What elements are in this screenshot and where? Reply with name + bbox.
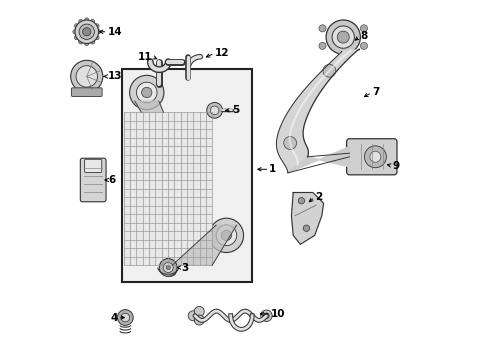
Circle shape bbox=[370, 151, 381, 162]
Circle shape bbox=[71, 60, 103, 93]
Circle shape bbox=[332, 26, 354, 48]
Text: 14: 14 bbox=[107, 27, 122, 37]
Circle shape bbox=[75, 20, 98, 44]
Text: 7: 7 bbox=[372, 87, 379, 98]
Polygon shape bbox=[172, 225, 237, 265]
Polygon shape bbox=[292, 193, 323, 244]
Text: 8: 8 bbox=[360, 31, 368, 41]
Circle shape bbox=[319, 25, 326, 32]
Text: 1: 1 bbox=[270, 164, 276, 174]
Text: 11: 11 bbox=[138, 52, 152, 62]
Circle shape bbox=[83, 28, 91, 36]
Circle shape bbox=[303, 225, 310, 231]
Circle shape bbox=[194, 306, 204, 316]
Polygon shape bbox=[288, 147, 349, 173]
Circle shape bbox=[360, 25, 368, 32]
Circle shape bbox=[264, 313, 270, 319]
Circle shape bbox=[79, 19, 83, 24]
Circle shape bbox=[326, 20, 360, 54]
Circle shape bbox=[298, 198, 305, 204]
Circle shape bbox=[74, 36, 79, 40]
Circle shape bbox=[91, 19, 95, 24]
Circle shape bbox=[166, 266, 176, 276]
Circle shape bbox=[74, 24, 79, 28]
Circle shape bbox=[118, 310, 133, 325]
Circle shape bbox=[210, 106, 219, 114]
Text: 12: 12 bbox=[215, 48, 229, 58]
Circle shape bbox=[365, 146, 386, 168]
Circle shape bbox=[97, 30, 100, 34]
Polygon shape bbox=[135, 101, 164, 112]
Circle shape bbox=[221, 230, 232, 240]
Circle shape bbox=[166, 265, 171, 270]
FancyBboxPatch shape bbox=[80, 158, 106, 202]
Circle shape bbox=[85, 41, 89, 46]
Circle shape bbox=[194, 315, 204, 325]
Circle shape bbox=[337, 31, 349, 43]
FancyBboxPatch shape bbox=[85, 159, 102, 172]
Text: 5: 5 bbox=[232, 105, 239, 115]
Text: 2: 2 bbox=[315, 192, 322, 202]
Circle shape bbox=[323, 64, 336, 77]
Circle shape bbox=[284, 136, 296, 149]
Circle shape bbox=[79, 40, 83, 44]
Circle shape bbox=[216, 225, 237, 246]
Text: 10: 10 bbox=[270, 309, 285, 319]
Text: 6: 6 bbox=[109, 175, 116, 185]
Circle shape bbox=[85, 18, 89, 22]
Text: 4: 4 bbox=[111, 312, 118, 323]
Text: 9: 9 bbox=[392, 161, 399, 171]
Text: 13: 13 bbox=[107, 71, 122, 81]
Bar bbox=[122, 69, 252, 282]
FancyBboxPatch shape bbox=[346, 139, 397, 175]
Circle shape bbox=[163, 262, 173, 273]
Circle shape bbox=[73, 30, 77, 34]
Circle shape bbox=[76, 66, 98, 87]
Circle shape bbox=[169, 269, 174, 274]
Circle shape bbox=[188, 311, 198, 321]
Polygon shape bbox=[276, 49, 360, 173]
Circle shape bbox=[207, 103, 222, 118]
Circle shape bbox=[130, 75, 164, 110]
Circle shape bbox=[91, 40, 95, 44]
Circle shape bbox=[209, 218, 244, 252]
Circle shape bbox=[95, 24, 99, 28]
Circle shape bbox=[319, 42, 326, 49]
Bar bbox=[123, 112, 212, 265]
Circle shape bbox=[142, 87, 152, 98]
FancyBboxPatch shape bbox=[72, 88, 102, 96]
Circle shape bbox=[261, 310, 272, 321]
Circle shape bbox=[79, 24, 95, 39]
Circle shape bbox=[137, 82, 157, 103]
Circle shape bbox=[95, 36, 99, 40]
Text: 3: 3 bbox=[181, 262, 189, 273]
Circle shape bbox=[360, 42, 368, 49]
Circle shape bbox=[121, 313, 130, 322]
FancyBboxPatch shape bbox=[151, 70, 168, 80]
Circle shape bbox=[159, 258, 177, 276]
